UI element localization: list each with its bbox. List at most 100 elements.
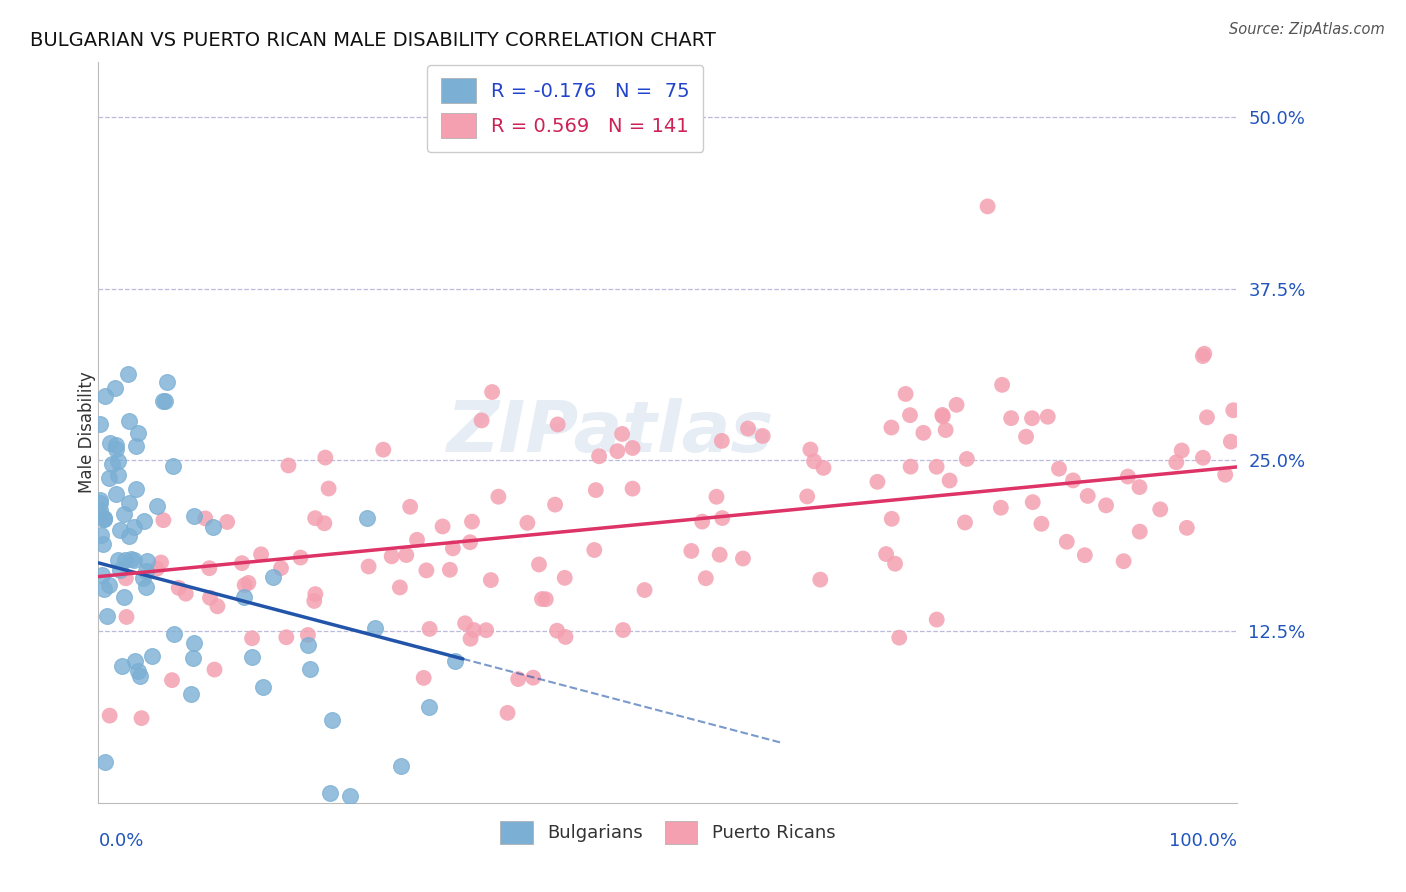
Point (134, 514, 156, 528)
Point (1036, 409, 1059, 424)
Point (681, 544, 703, 558)
Point (1222, 403, 1244, 417)
Point (262, 570, 284, 584)
Point (706, 490, 728, 504)
Point (297, 638, 319, 652)
Point (93, 512, 115, 526)
Point (1129, 524, 1152, 539)
Point (880, 512, 903, 526)
Point (277, 458, 299, 473)
Point (1195, 410, 1218, 425)
Point (304, 511, 326, 525)
Point (111, 659, 134, 673)
Point (945, 398, 967, 412)
Point (443, 654, 465, 668)
Text: Source: ZipAtlas.com: Source: ZipAtlas.com (1229, 22, 1385, 37)
Point (1000, 411, 1022, 425)
Y-axis label: Male Disability: Male Disability (79, 372, 96, 493)
Point (105, 438, 128, 452)
Point (956, 452, 979, 467)
Point (889, 631, 911, 645)
Point (612, 623, 634, 637)
Point (516, 516, 538, 530)
Point (1128, 480, 1150, 494)
Point (976, 199, 998, 213)
Point (162, 459, 184, 474)
Point (419, 622, 441, 636)
Point (90, 508, 112, 522)
Point (1166, 455, 1188, 469)
Text: BULGARIAN VS PUERTO RICAN MALE DISABILITY CORRELATION CHART: BULGARIAN VS PUERTO RICAN MALE DISABILIT… (30, 30, 716, 50)
Point (207, 599, 229, 614)
Point (150, 556, 173, 570)
Point (381, 549, 404, 564)
Point (1213, 467, 1236, 482)
Point (314, 516, 336, 531)
Point (991, 377, 1014, 392)
Point (183, 508, 205, 523)
Point (91, 536, 114, 550)
Point (475, 624, 498, 638)
Point (583, 543, 606, 558)
Point (1192, 349, 1215, 363)
Point (135, 565, 157, 579)
Point (898, 408, 921, 422)
Text: 0.0%: 0.0% (98, 832, 143, 850)
Point (399, 500, 422, 514)
Point (290, 550, 312, 565)
Point (183, 636, 205, 650)
Point (115, 610, 138, 624)
Point (204, 663, 226, 677)
Point (114, 553, 136, 567)
Point (439, 563, 461, 577)
Point (160, 673, 183, 687)
Point (127, 426, 149, 441)
Point (319, 786, 342, 800)
Point (711, 511, 734, 525)
Point (101, 457, 124, 471)
Point (621, 441, 644, 455)
Point (180, 687, 202, 701)
Point (98, 435, 121, 450)
Point (105, 486, 128, 500)
Point (90, 567, 112, 582)
Point (925, 459, 948, 474)
Point (633, 582, 655, 597)
Point (461, 515, 484, 529)
Point (156, 376, 179, 390)
Point (1149, 502, 1171, 516)
Point (198, 591, 221, 605)
Point (89, 502, 111, 516)
Point (183, 651, 205, 665)
Point (415, 563, 437, 577)
Point (880, 420, 903, 434)
Point (115, 571, 138, 585)
Legend: Bulgarians, Puerto Ricans: Bulgarians, Puerto Ricans (491, 812, 845, 853)
Point (124, 482, 146, 496)
Point (318, 482, 340, 496)
Point (124, 520, 146, 534)
Point (297, 628, 319, 642)
Point (131, 711, 153, 725)
Point (799, 442, 821, 457)
Point (93, 512, 115, 526)
Point (98, 708, 121, 723)
Point (530, 592, 553, 607)
Point (1021, 411, 1043, 425)
Point (238, 575, 260, 590)
Point (98, 577, 121, 591)
Point (406, 533, 429, 547)
Point (270, 561, 292, 575)
Point (808, 573, 831, 587)
Point (233, 578, 256, 592)
Point (1047, 461, 1070, 475)
Point (1015, 430, 1038, 444)
Point (299, 662, 322, 676)
Point (94, 755, 117, 769)
Point (1175, 521, 1198, 535)
Point (710, 434, 733, 448)
Text: ZIPatlas: ZIPatlas (447, 398, 775, 467)
Point (751, 429, 773, 443)
Point (803, 454, 825, 468)
Point (124, 653, 146, 667)
